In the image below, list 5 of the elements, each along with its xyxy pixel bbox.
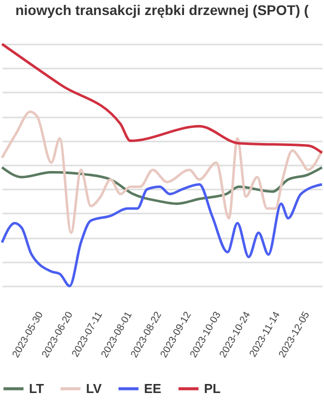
legend-label: LT bbox=[29, 380, 44, 396]
legend-label: LV bbox=[86, 380, 102, 396]
chart-title: niowych transakcji zrębki drzewnej (SPOT) ( bbox=[15, 2, 309, 18]
legend-label: EE bbox=[144, 380, 162, 396]
legend-label: PL bbox=[204, 380, 221, 396]
